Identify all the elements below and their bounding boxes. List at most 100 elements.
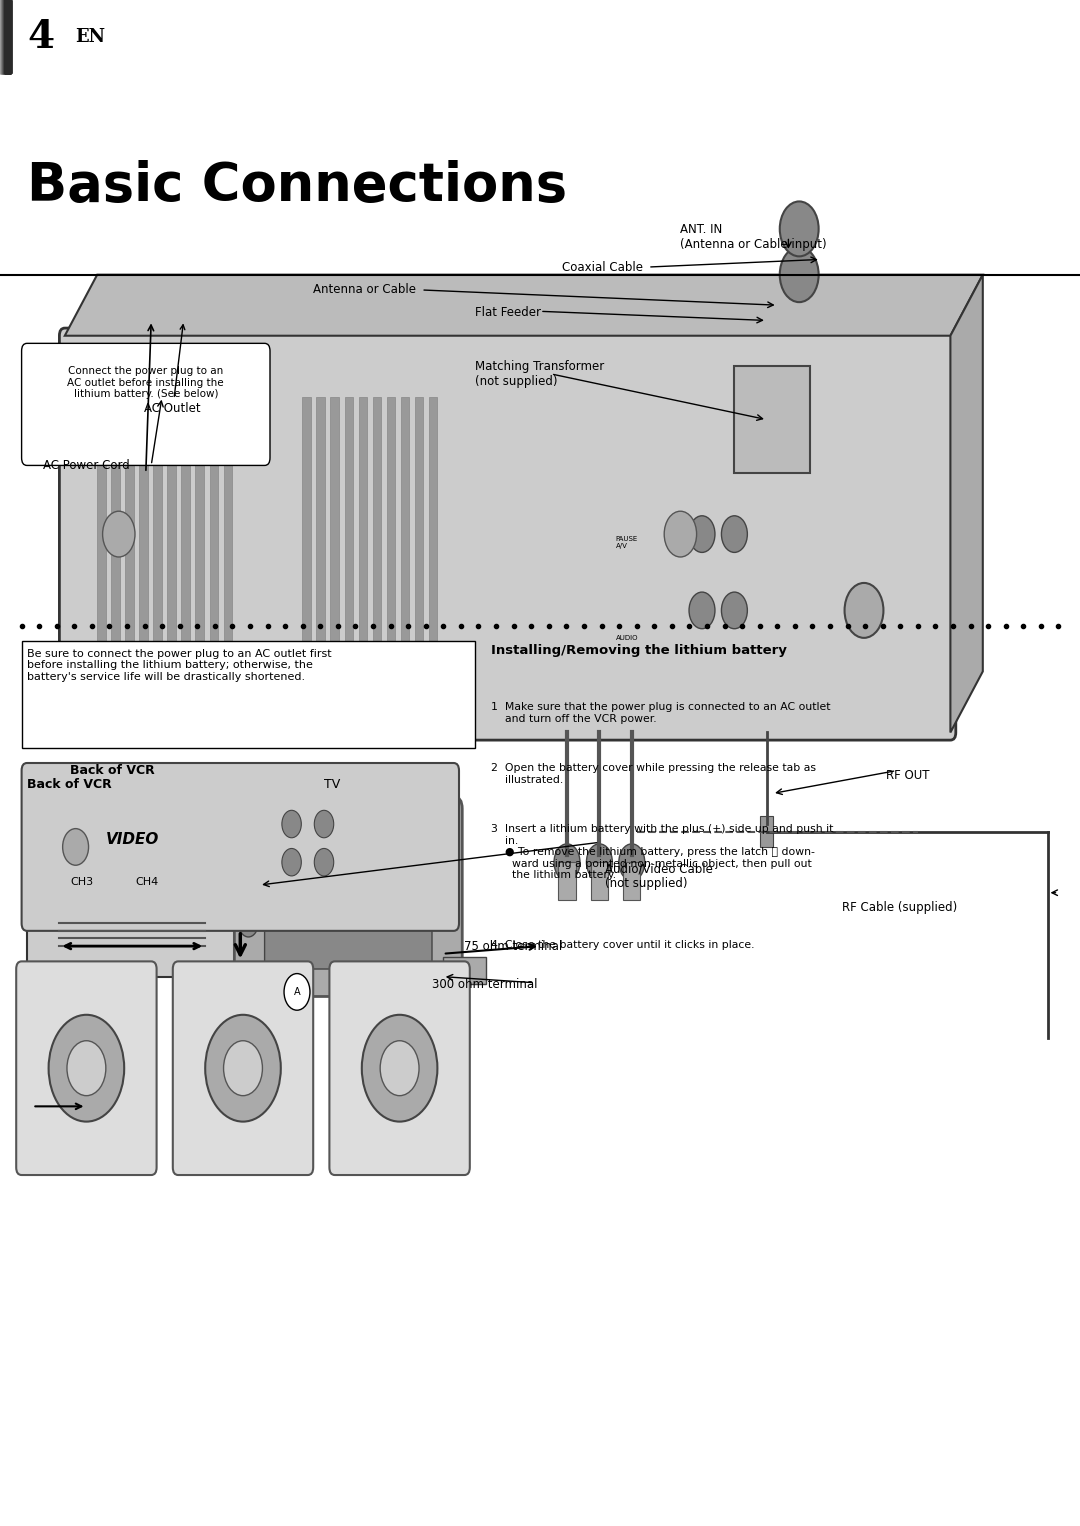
Bar	[111, 397, 120, 671]
Bar	[4, 0, 10, 73]
Bar	[1, 0, 6, 73]
Bar	[1, 0, 6, 73]
Bar	[2, 0, 8, 73]
Bar	[3, 0, 9, 73]
Bar	[2, 0, 8, 73]
Bar	[2, 0, 8, 73]
Text: PAUSE
A/V: PAUSE A/V	[616, 536, 638, 549]
Bar	[0, 0, 5, 73]
Bar	[3, 0, 9, 73]
Bar	[4, 0, 10, 73]
Bar	[125, 397, 134, 671]
Bar	[2, 0, 8, 73]
Bar	[302, 397, 311, 671]
Bar	[181, 397, 190, 671]
Bar	[0, 0, 5, 73]
Bar	[1, 0, 6, 73]
Bar	[0, 0, 5, 73]
Text: Coaxial Cable: Coaxial Cable	[562, 261, 643, 273]
Bar	[1, 0, 6, 73]
Bar	[3, 0, 9, 73]
Bar	[2, 0, 8, 73]
Bar	[2, 0, 8, 73]
Bar	[1, 0, 6, 73]
Bar	[4, 0, 10, 73]
Text: INSTALLING YOUR NEW VCR: INSTALLING YOUR NEW VCR	[751, 27, 1056, 46]
Bar	[4, 0, 10, 73]
Circle shape	[239, 909, 258, 937]
Bar	[0, 0, 5, 73]
Bar	[0, 0, 5, 73]
Bar	[3, 0, 9, 73]
Bar	[3, 0, 9, 73]
Bar	[0, 0, 5, 73]
Text: Basic Connections: Basic Connections	[27, 160, 567, 212]
Bar	[3, 0, 9, 73]
Bar	[4, 0, 10, 73]
Bar	[0, 0, 5, 73]
Bar	[4, 0, 10, 73]
Text: 4: 4	[27, 18, 54, 55]
Circle shape	[63, 829, 89, 865]
FancyBboxPatch shape	[329, 961, 470, 1175]
Bar	[153, 397, 162, 671]
Bar	[1, 0, 6, 73]
Bar	[1, 0, 6, 73]
Bar	[316, 397, 325, 671]
Circle shape	[314, 848, 334, 876]
Bar	[3, 0, 9, 73]
Polygon shape	[950, 275, 983, 732]
Bar	[1, 0, 6, 73]
Bar	[3, 0, 9, 73]
Bar	[139, 397, 148, 671]
Bar	[0, 0, 6, 73]
Circle shape	[380, 1041, 419, 1096]
Bar	[5, 0, 11, 73]
Bar	[1, 0, 6, 73]
Bar	[1, 0, 6, 73]
Circle shape	[780, 247, 819, 302]
Bar	[2, 0, 8, 73]
Bar	[2, 0, 8, 73]
Bar	[3, 0, 9, 73]
Bar	[4, 0, 10, 73]
Bar	[5, 0, 11, 73]
Text: Back of VCR: Back of VCR	[70, 765, 154, 777]
Bar	[5, 0, 11, 73]
Bar	[2, 0, 8, 73]
Bar	[22, 641, 475, 748]
Bar	[2, 0, 8, 73]
Bar	[0, 0, 5, 73]
Bar	[4, 0, 10, 73]
Bar	[5, 0, 11, 73]
Bar	[195, 397, 204, 671]
Bar	[4, 0, 10, 73]
FancyBboxPatch shape	[234, 797, 462, 996]
Bar	[4, 0, 10, 73]
Text: CH4: CH4	[135, 877, 159, 888]
Bar	[3, 0, 9, 73]
Polygon shape	[65, 275, 983, 336]
Bar	[1, 0, 6, 73]
Bar	[4, 0, 10, 73]
FancyBboxPatch shape	[22, 343, 270, 465]
Circle shape	[664, 511, 697, 557]
Bar	[4, 0, 10, 73]
Bar	[3, 0, 9, 73]
Text: TV: TV	[324, 778, 340, 792]
Bar	[4, 0, 10, 73]
Text: Audio/Video Cable
(not supplied): Audio/Video Cable (not supplied)	[605, 862, 713, 890]
Bar	[3, 0, 9, 73]
Bar	[3, 0, 9, 73]
Text: 3  Insert a lithium battery with the plus (+) side up and push it
    in.
    ● : 3 Insert a lithium battery with the plus…	[491, 824, 834, 881]
Circle shape	[780, 201, 819, 256]
Bar	[4, 0, 10, 73]
Text: Connect the power plug to an
AC outlet before installing the
lithium battery. (S: Connect the power plug to an AC outlet b…	[67, 366, 225, 400]
Bar	[2, 0, 8, 73]
Bar	[4, 0, 10, 73]
Bar	[3, 0, 9, 73]
Text: 1  Make sure that the power plug is connected to an AC outlet
    and turn off t: 1 Make sure that the power plug is conne…	[491, 702, 831, 723]
Bar	[0, 0, 5, 73]
Bar	[4, 0, 10, 73]
FancyBboxPatch shape	[265, 824, 432, 969]
